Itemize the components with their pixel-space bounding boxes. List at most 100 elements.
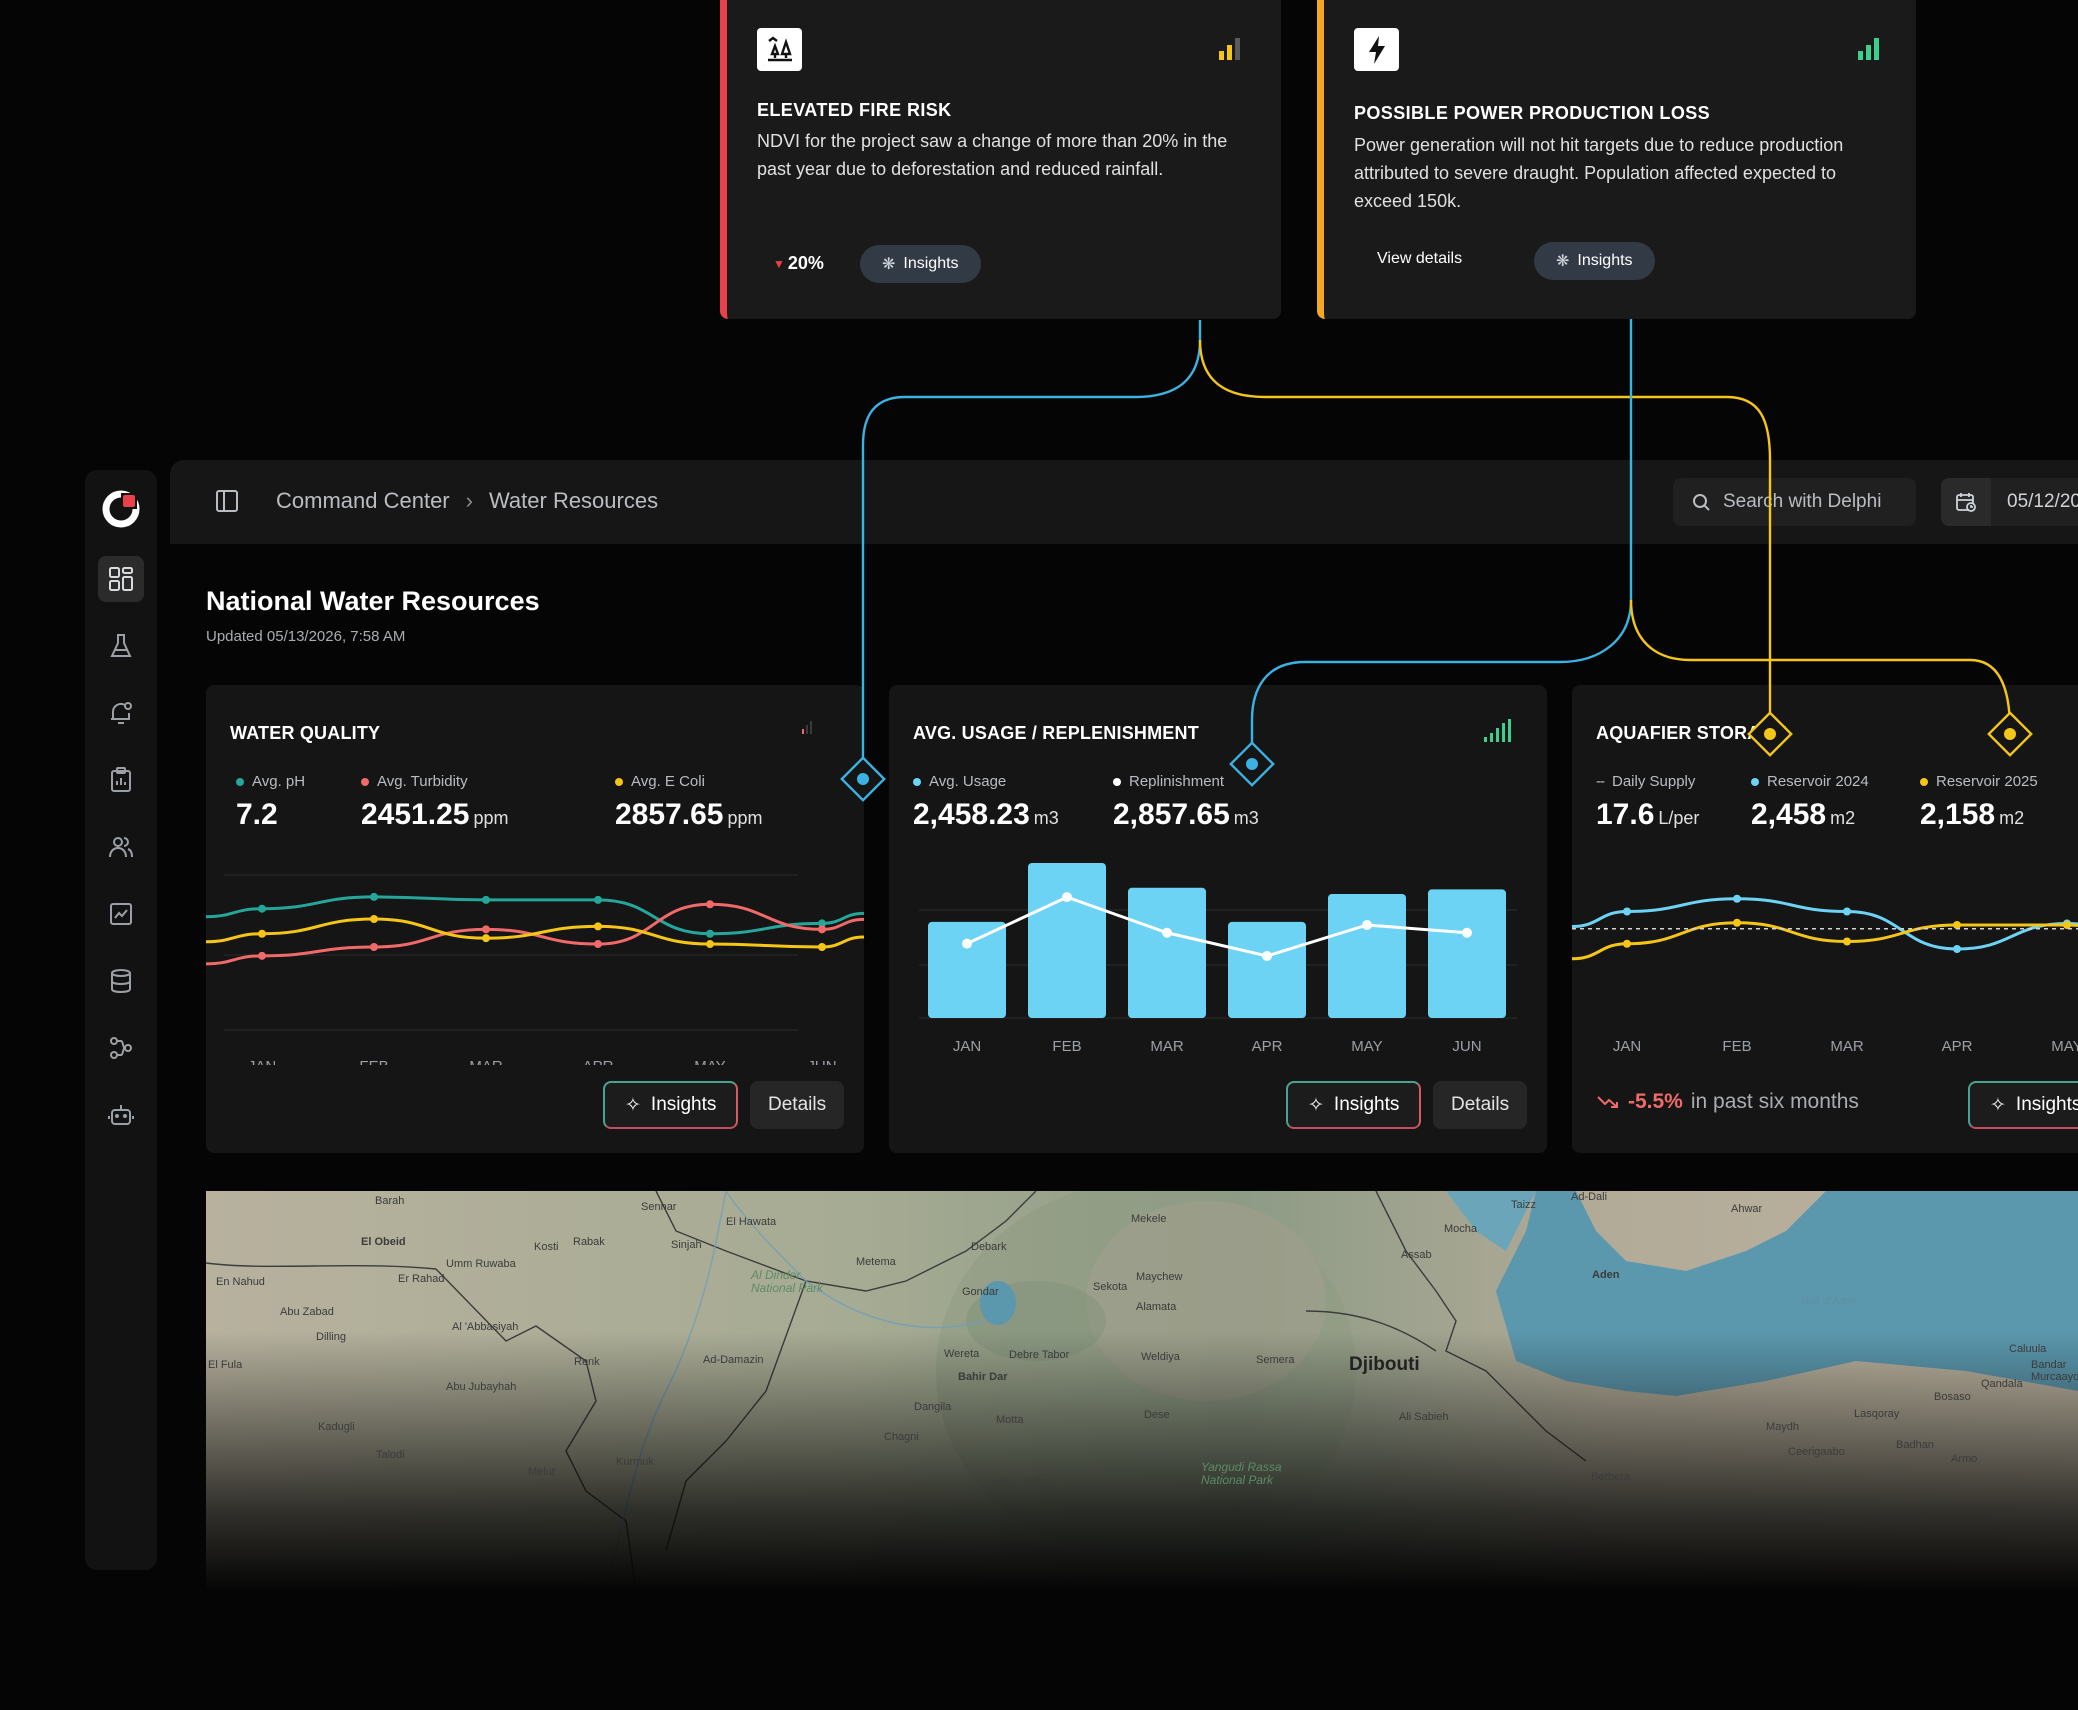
date-field[interactable]: 05/12/20 (1991, 478, 2078, 526)
sparkle-icon: ✧ (1990, 1094, 2006, 1116)
data-point (1953, 945, 1961, 953)
x-tick-label: FEB (1722, 1038, 1751, 1055)
data-point (1843, 907, 1851, 916)
signal-strength-icon (1858, 36, 1879, 60)
metric-reservoir-2025: Reservoir 2025 2,158 m2 (1920, 773, 2038, 832)
map-label: Talodi (376, 1449, 405, 1461)
data-point (706, 929, 714, 938)
analytics-chart-icon[interactable] (98, 891, 144, 937)
map-label: Melut (528, 1466, 555, 1478)
bar (928, 921, 1006, 1018)
breadcrumb-item[interactable]: Command Center (276, 488, 450, 513)
map-label: Semera (1256, 1354, 1295, 1366)
map-label: Mocha (1444, 1223, 1478, 1235)
usage-bar-chart: JAN FEB MAR APR MAY JUN (919, 863, 1517, 1055)
data-point (258, 951, 266, 960)
map-label: Sinjah (671, 1239, 702, 1251)
data-point (370, 915, 378, 924)
details-button[interactable]: Details (750, 1081, 845, 1129)
usage-replenishment-card: AVG. USAGE / REPLENISHMENT Avg. Usage 2,… (889, 685, 1547, 1153)
clipboard-report-icon[interactable] (98, 757, 144, 803)
insights-button[interactable]: ✧ Insights (1286, 1081, 1422, 1129)
sidebar-toggle-icon[interactable] (216, 490, 238, 512)
series-line (966, 895, 1468, 958)
map-label: Abu Zabad (280, 1306, 334, 1318)
chevron-right-icon: › (465, 488, 473, 513)
data-point (1623, 939, 1631, 948)
metric-unit: ppm (727, 808, 763, 828)
storage-line-chart: JAN FEB MAR APR MAY (1572, 894, 2078, 1055)
metric-unit: ppm (473, 808, 509, 828)
lightning-icon (1354, 28, 1399, 71)
map-label: Ceerigaabo (1788, 1446, 1845, 1458)
calendar-icon[interactable] (1941, 478, 1991, 526)
users-icon[interactable] (98, 824, 144, 870)
trending-down-icon (1597, 1096, 1618, 1108)
insights-button[interactable]: ✧ Insights (1968, 1081, 2078, 1129)
map-label: Qandala (1981, 1378, 2023, 1390)
x-tick-label: MAY (1351, 1038, 1382, 1055)
data-point (962, 938, 972, 949)
down-triangle-icon: ▼ (773, 256, 785, 271)
regional-map[interactable]: Barah El Obeid Umm Ruwaba En Nahud Er Ra… (206, 1191, 2078, 1591)
sparkle-icon: ✧ (625, 1094, 641, 1116)
view-details-link[interactable]: View details (1377, 250, 1463, 267)
metric-unit: m3 (1233, 808, 1259, 828)
data-point (1262, 951, 1272, 961)
map-label: Kosti (534, 1241, 559, 1253)
map-label: Maydh (1766, 1421, 1800, 1433)
insights-pill-button[interactable]: ❋ Insights (860, 245, 981, 283)
database-icon[interactable] (98, 958, 144, 1004)
robot-icon[interactable] (98, 1092, 144, 1138)
insights-label: Insights (650, 1094, 717, 1115)
map-label: Taizz (1511, 1199, 1537, 1211)
map-label: Abu Jubayhah (446, 1381, 517, 1393)
map-label: Kadugli (318, 1421, 355, 1433)
search-input[interactable]: Search with Delphi (1673, 478, 1916, 526)
data-point (2063, 921, 2071, 929)
dashboard-grid-icon[interactable] (98, 556, 144, 602)
insights-button[interactable]: ✧ Insights (603, 1081, 739, 1129)
map-label: Ad-Dali (1571, 1191, 1608, 1203)
data-point (482, 934, 490, 943)
details-button[interactable]: Details (1433, 1081, 1528, 1129)
workflow-nodes-icon[interactable] (98, 1025, 144, 1071)
x-tick-label: JAN (248, 1058, 276, 1065)
x-tick-label: JAN (953, 1038, 981, 1055)
map-label: Badhan (1896, 1439, 1934, 1451)
trend-summary: -5.5% in past six months (1596, 1090, 1859, 1114)
map-label: Barah (375, 1195, 405, 1207)
legend-dot (615, 777, 623, 786)
legend-dot (1113, 777, 1121, 786)
map-label: Aden (1592, 1269, 1620, 1281)
metric-label: Reservoir 2025 (1936, 773, 2038, 790)
app-logo[interactable] (100, 488, 142, 530)
metric-ph: Avg. pH 7.2 (236, 773, 305, 832)
x-tick-label: JAN (1613, 1038, 1641, 1055)
map-label: Sennar (641, 1201, 677, 1213)
legend-dot (1920, 777, 1928, 786)
map-label: Ad-Damazin (703, 1354, 764, 1366)
x-tick-label: JUN (1452, 1038, 1481, 1055)
series-line (206, 917, 864, 949)
map-label: Er Rahad (398, 1273, 445, 1285)
insights-label: Insights (1333, 1094, 1400, 1115)
data-point (370, 942, 378, 951)
insights-pill-button[interactable]: ❋ Insights (1534, 242, 1655, 280)
map-label: Gulf of Aden (1801, 1296, 1857, 1307)
data-point (818, 942, 826, 951)
metric-value: 2,458.23 (913, 798, 1030, 831)
flask-icon[interactable] (98, 623, 144, 669)
bell-alert-icon[interactable] (98, 690, 144, 736)
metric-avg-usage: Avg. Usage 2,458.23 m3 (913, 773, 1059, 832)
delta-text: 20% (787, 253, 824, 273)
signal-strength-icon (1219, 36, 1240, 60)
map-label: Rabak (573, 1236, 605, 1248)
metric-value: 17.6 (1596, 798, 1655, 831)
metric-value: 2,158 (1920, 798, 1996, 831)
bar (1228, 921, 1306, 1018)
metric-unit: m2 (1999, 808, 2025, 828)
sparkle-icon: ✧ (1308, 1094, 1324, 1116)
data-point (1733, 918, 1741, 927)
map-label: Dilling (316, 1331, 346, 1343)
